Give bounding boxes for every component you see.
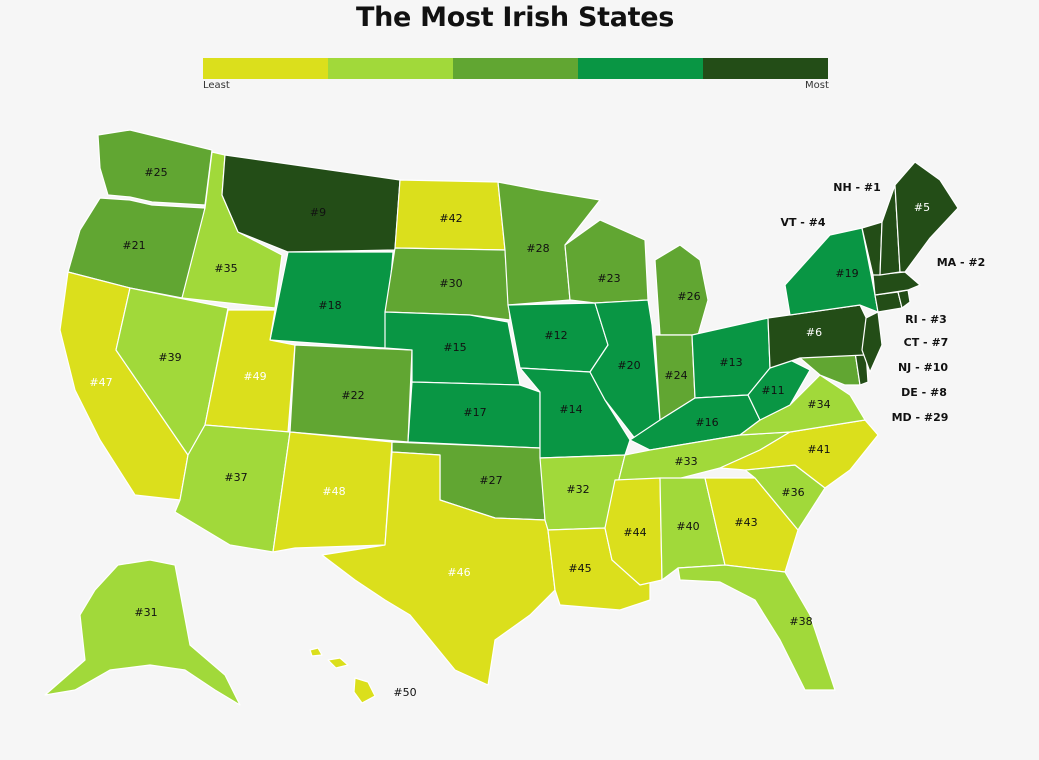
state-me[interactable] (894, 161, 959, 273)
label-ar: #32 (566, 483, 589, 496)
label-wi: #23 (597, 272, 620, 285)
small-state-callouts: NH - #1 VT - #4 MA - #2 RI - #3 CT - #7 … (780, 181, 985, 424)
label-oh: #13 (719, 356, 742, 369)
state-az[interactable] (174, 424, 291, 553)
label-sc: #36 (781, 486, 804, 499)
state-nj[interactable] (861, 311, 883, 373)
label-nm: #48 (322, 485, 345, 498)
callout-ri: RI - #3 (905, 313, 947, 326)
label-ne: #15 (443, 341, 466, 354)
legend-most-label: Most (805, 80, 829, 91)
label-sd: #30 (439, 277, 462, 290)
label-ia: #12 (544, 329, 567, 342)
label-nc: #41 (807, 443, 830, 456)
callout-vt: VT - #4 (780, 216, 825, 229)
legend-swatch-4 (578, 58, 703, 79)
label-ok: #27 (479, 474, 502, 487)
callout-nh: NH - #1 (833, 181, 881, 194)
label-az: #37 (224, 471, 247, 484)
label-fl: #38 (789, 615, 812, 628)
label-co: #22 (341, 389, 364, 402)
label-ut: #49 (243, 370, 266, 383)
state-nm[interactable] (272, 431, 393, 553)
label-ky: #16 (695, 416, 718, 429)
label-me: #5 (914, 201, 930, 214)
state-wa[interactable] (97, 129, 213, 206)
label-al: #40 (676, 520, 699, 533)
state-nc[interactable] (719, 419, 879, 489)
legend-swatch-5 (703, 58, 828, 79)
map-title: The Most Irish States (355, 2, 675, 33)
state-tx[interactable] (321, 451, 556, 686)
label-mt: #9 (310, 206, 326, 219)
state-va[interactable] (739, 374, 866, 436)
callout-de: DE - #8 (901, 386, 947, 399)
label-in: #24 (664, 369, 687, 382)
state-hi[interactable] (309, 647, 376, 704)
callout-md: MD - #29 (892, 411, 949, 424)
label-or: #21 (122, 239, 145, 252)
state-ak[interactable] (44, 559, 241, 706)
callout-ct: CT - #7 (904, 336, 949, 349)
label-tx: #46 (447, 566, 470, 579)
label-nv: #39 (158, 351, 181, 364)
label-ga: #43 (734, 516, 757, 529)
legend-swatch-1 (203, 58, 328, 79)
legend-swatch-2 (328, 58, 453, 79)
label-mn: #28 (526, 242, 549, 255)
label-nd: #42 (439, 212, 462, 225)
label-ms: #44 (623, 526, 646, 539)
label-wy: #18 (318, 299, 341, 312)
legend-least-label: Least (203, 80, 230, 91)
state-sd[interactable] (384, 247, 511, 321)
label-va: #34 (807, 398, 830, 411)
callout-ma: MA - #2 (937, 256, 986, 269)
label-hi: #50 (393, 686, 416, 699)
label-wv: #11 (761, 384, 784, 397)
state-ga[interactable] (704, 477, 799, 573)
state-labels: #25 #21 #47 #35 #39 #9 #18 #49 #37 #22 #… (89, 166, 930, 699)
callout-nj: NJ - #10 (898, 361, 948, 374)
label-mi: #26 (677, 290, 700, 303)
label-ks: #17 (463, 406, 486, 419)
label-ca: #47 (89, 376, 112, 389)
state-fl[interactable] (677, 564, 836, 691)
legend-swatch-3 (453, 58, 578, 79)
color-legend (203, 58, 828, 79)
state-wi[interactable] (564, 219, 649, 304)
label-il: #20 (617, 359, 640, 372)
label-mo: #14 (559, 403, 582, 416)
label-tn: #33 (674, 455, 697, 468)
label-id: #35 (214, 262, 237, 275)
label-ak: #31 (134, 606, 157, 619)
label-pa: #6 (806, 326, 822, 339)
state-ct[interactable] (874, 291, 903, 313)
label-wa: #25 (144, 166, 167, 179)
label-la: #45 (568, 562, 591, 575)
state-ny[interactable] (784, 227, 879, 316)
label-ny: #19 (835, 267, 858, 280)
